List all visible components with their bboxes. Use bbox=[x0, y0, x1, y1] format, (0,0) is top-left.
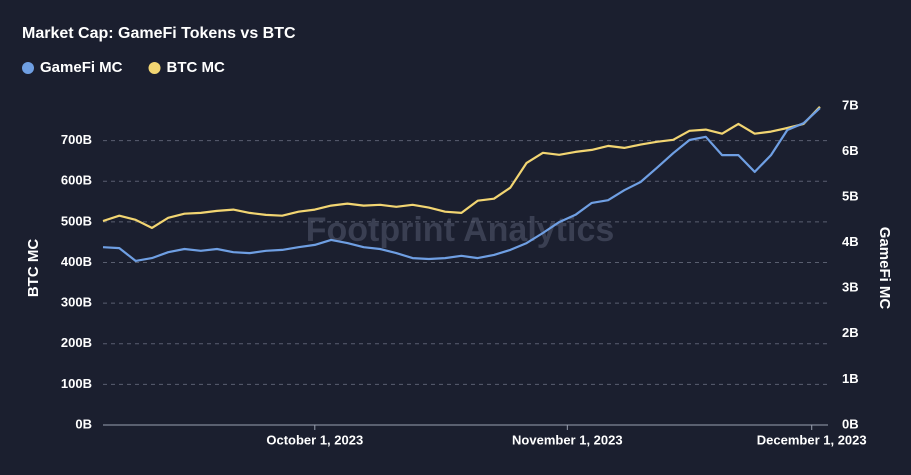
y-tick-label: 400B bbox=[61, 254, 92, 269]
y-tick-label: 600B bbox=[61, 173, 92, 188]
x-tick-label: October 1, 2023 bbox=[266, 432, 363, 447]
y2-tick-label: 4B bbox=[842, 234, 859, 249]
y2-tick-label: 0B bbox=[842, 416, 859, 431]
y2-tick-label: 1B bbox=[842, 371, 859, 386]
legend-marker bbox=[22, 62, 34, 74]
series-line bbox=[102, 106, 821, 229]
chart-title: Market Cap: GameFi Tokens vs BTC bbox=[22, 25, 296, 42]
y2-tick-label: 7B bbox=[842, 97, 859, 112]
y2-tick-label: 6B bbox=[842, 143, 859, 158]
x-tick-label: November 1, 2023 bbox=[512, 432, 623, 447]
y-tick-label: 200B bbox=[61, 335, 92, 350]
legend-marker bbox=[148, 62, 161, 74]
series-line bbox=[102, 107, 821, 262]
y-tick-label: 700B bbox=[61, 132, 92, 147]
y-tick-label: 500B bbox=[61, 213, 92, 228]
y2-tick-label: 3B bbox=[842, 280, 859, 295]
legend-label: GameFi MC bbox=[40, 59, 123, 76]
x-tick-label: December 1, 2023 bbox=[757, 432, 867, 447]
legend-label: BTC MC bbox=[167, 59, 225, 76]
y2-axis-label: GameFi MC bbox=[876, 227, 893, 310]
y2-tick-label: 5B bbox=[842, 188, 859, 203]
y-axis-label: BTC MC bbox=[25, 239, 42, 297]
y-tick-label: 300B bbox=[61, 295, 92, 310]
y-tick-label: 0B bbox=[75, 416, 92, 431]
y2-tick-label: 2B bbox=[842, 325, 859, 340]
y-tick-label: 100B bbox=[61, 376, 92, 391]
watermark: Footprint Analytics bbox=[306, 211, 615, 249]
